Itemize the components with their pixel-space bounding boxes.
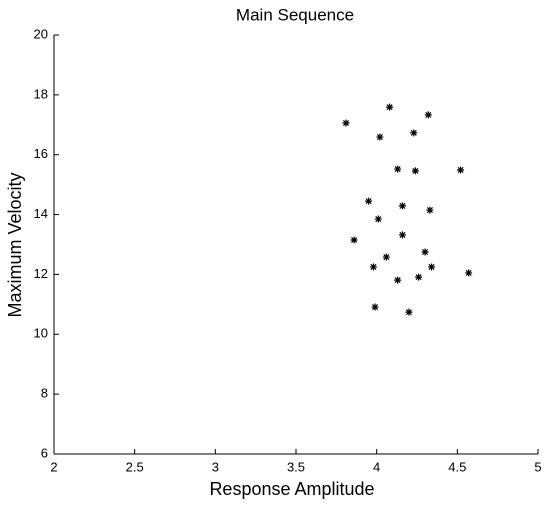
x-tick-label: 4 — [373, 459, 380, 474]
point — [371, 303, 379, 311]
point — [424, 111, 432, 119]
point — [398, 202, 406, 210]
x-tick-label: 2.5 — [126, 459, 144, 474]
point — [394, 276, 402, 284]
point — [382, 253, 390, 261]
point — [415, 273, 423, 281]
x-axis-label: Response Amplitude — [209, 479, 374, 499]
point — [421, 248, 429, 256]
point — [394, 165, 402, 173]
y-tick-label: 14 — [34, 206, 48, 221]
point — [465, 269, 473, 277]
point — [365, 197, 373, 205]
point — [410, 129, 418, 137]
y-tick-label: 20 — [34, 26, 48, 41]
chart-title: Main Sequence — [236, 5, 354, 24]
point — [457, 166, 465, 174]
point — [411, 167, 419, 175]
point — [426, 206, 434, 214]
y-tick-label: 12 — [34, 266, 48, 281]
point — [398, 231, 406, 239]
point — [428, 263, 436, 271]
point — [376, 133, 384, 141]
x-tick-label: 3 — [212, 459, 219, 474]
y-tick-label: 10 — [34, 326, 48, 341]
y-tick-label: 18 — [34, 86, 48, 101]
x-tick-label: 3.5 — [287, 459, 305, 474]
point — [386, 103, 394, 111]
point — [374, 215, 382, 223]
point — [405, 308, 413, 316]
point — [369, 263, 377, 271]
x-tick-label: 4.5 — [448, 459, 466, 474]
y-tick-label: 8 — [41, 386, 48, 401]
x-tick-label: 2 — [50, 459, 57, 474]
x-tick-label: 5 — [534, 459, 541, 474]
y-tick-label: 6 — [41, 445, 48, 460]
point — [350, 236, 358, 244]
point — [342, 119, 350, 127]
y-axis-label: Maximum Velocity — [5, 172, 25, 317]
y-tick-label: 16 — [34, 146, 48, 161]
